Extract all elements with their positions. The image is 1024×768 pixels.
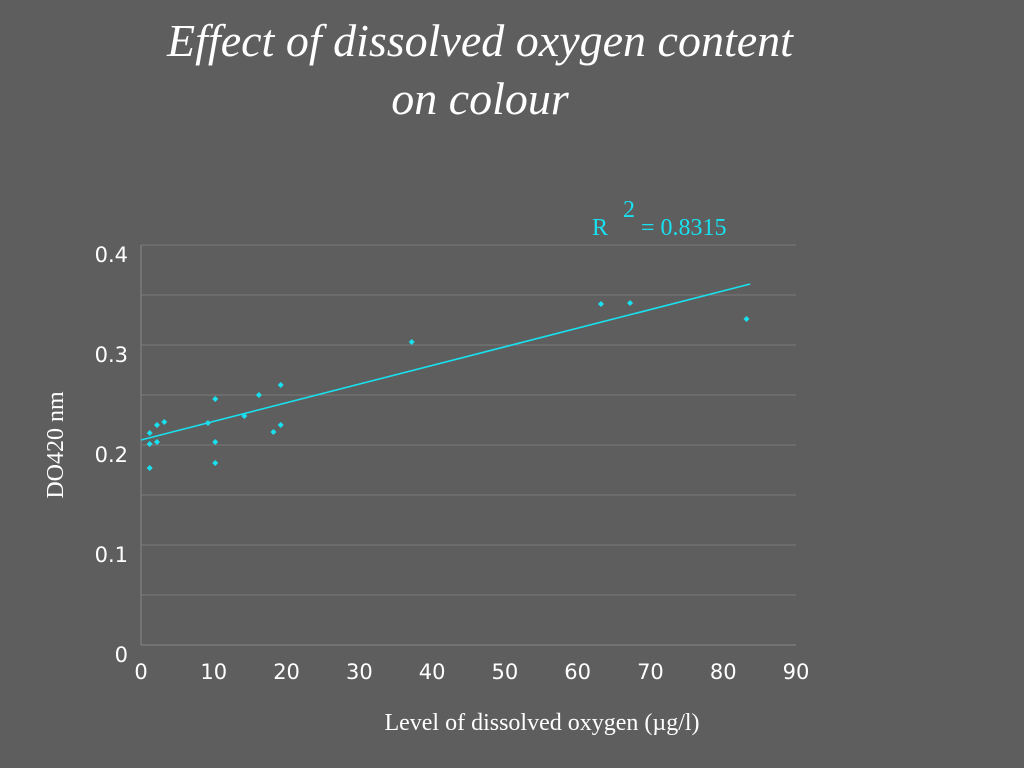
slide-title-line-1: Effect of dissolved oxygen content bbox=[167, 15, 793, 66]
data-point bbox=[146, 430, 153, 436]
x-axis-label: Level of dissolved oxygen (µg/l) bbox=[384, 710, 699, 736]
data-point bbox=[270, 429, 277, 435]
x-tick-label: 90 bbox=[783, 660, 810, 684]
data-point bbox=[408, 339, 415, 345]
data-point bbox=[146, 465, 153, 471]
data-point bbox=[255, 392, 262, 398]
gridlines bbox=[141, 244, 796, 596]
axes bbox=[140, 245, 796, 646]
x-tick-label: 70 bbox=[637, 660, 664, 684]
data-points bbox=[146, 300, 750, 471]
y-tick-label: 0.1 bbox=[95, 543, 128, 567]
x-tick-label: 10 bbox=[200, 660, 227, 684]
data-point bbox=[743, 316, 750, 322]
x-tick-label: 80 bbox=[710, 660, 737, 684]
data-point bbox=[277, 382, 284, 388]
r-squared-exponent: 2 bbox=[623, 197, 635, 223]
data-point bbox=[146, 441, 153, 447]
x-tick-label: 40 bbox=[419, 660, 446, 684]
data-point bbox=[241, 413, 248, 419]
data-point bbox=[277, 422, 284, 428]
r-squared-value: = 0.8315 bbox=[641, 215, 727, 241]
data-point bbox=[154, 439, 161, 445]
x-tick-label: 30 bbox=[346, 660, 373, 684]
x-tick-labels: 0 10 20 30 40 50 60 70 80 90 bbox=[134, 660, 809, 684]
y-axis-label: DO420 nm bbox=[43, 391, 69, 499]
data-point bbox=[212, 439, 219, 445]
data-point bbox=[627, 300, 634, 306]
y-tick-label: 0.4 bbox=[95, 243, 128, 267]
y-tick-label: 0.3 bbox=[95, 343, 128, 367]
x-tick-label: 50 bbox=[492, 660, 519, 684]
x-tick-label: 0 bbox=[134, 660, 147, 684]
slide-title: Effect of dissolved oxygen content on co… bbox=[0, 12, 960, 128]
r-squared-label: R bbox=[592, 215, 608, 241]
data-point bbox=[212, 460, 219, 466]
trendline bbox=[140, 283, 751, 441]
r-squared-r: R bbox=[592, 215, 608, 241]
y-tick-label: 0.2 bbox=[95, 443, 128, 467]
data-point bbox=[204, 420, 211, 426]
data-point bbox=[212, 396, 219, 402]
x-tick-label: 60 bbox=[564, 660, 591, 684]
data-point bbox=[597, 301, 604, 307]
slide-title-line-2: on colour bbox=[391, 73, 569, 124]
data-point bbox=[161, 419, 168, 425]
y-tick-label: 0 bbox=[115, 643, 128, 667]
y-tick-labels: 0 0.1 0.2 0.3 0.4 bbox=[95, 243, 128, 667]
x-tick-label: 20 bbox=[273, 660, 300, 684]
data-point bbox=[154, 422, 161, 428]
